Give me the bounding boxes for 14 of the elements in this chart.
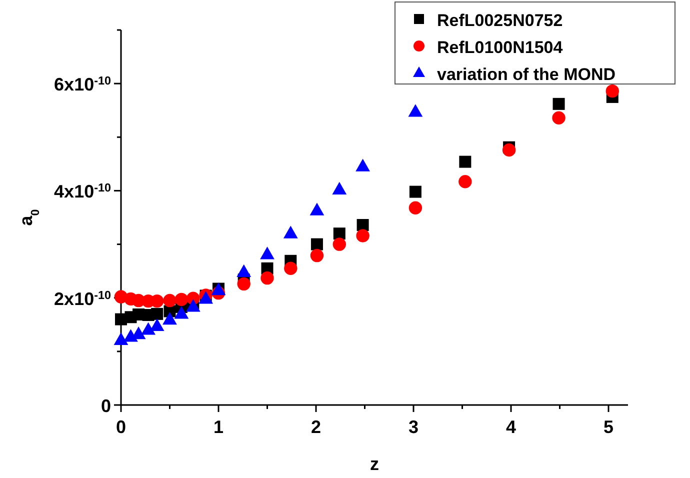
y-tick-label: 2x10$^{-10}$: [54, 288, 112, 309]
x-tick-label: 4: [506, 417, 516, 437]
y-tick-label: 6x10$^{-10}$: [54, 74, 112, 95]
y-tick-label: 4x10$^{-10}$: [54, 181, 112, 202]
x-tick-label: 0: [116, 417, 126, 437]
x-tick-label: 5: [603, 417, 614, 437]
legend-label: RefL0025N0752: [437, 11, 563, 30]
legend-label: RefL0100N1504: [437, 38, 564, 57]
x-tick-label: 1: [213, 417, 224, 437]
legend-label: variation of the MOND: [437, 65, 616, 84]
x-tick-label: 2: [310, 417, 322, 437]
y-tick-label: 0: [100, 396, 111, 416]
x-tick-label: 3: [408, 417, 419, 437]
x-axis-title: z: [370, 454, 379, 474]
